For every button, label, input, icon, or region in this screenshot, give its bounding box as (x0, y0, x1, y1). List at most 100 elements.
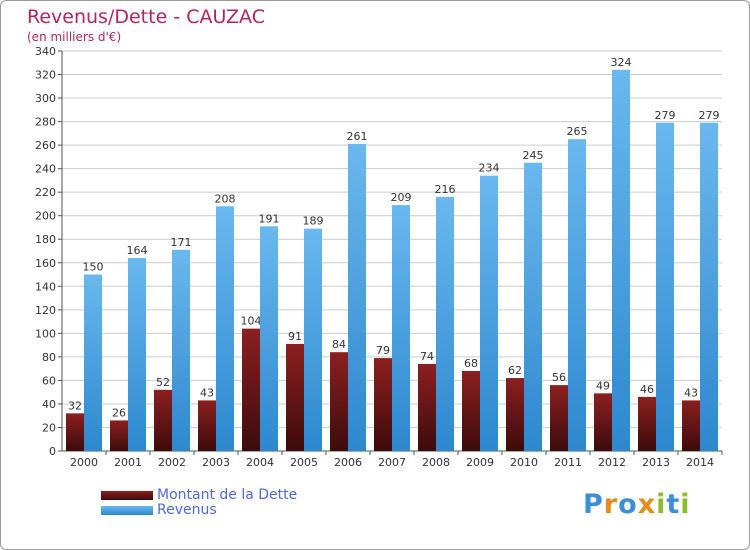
bar-debt (154, 389, 172, 451)
x-tick-label: 2014 (686, 456, 714, 469)
y-tick-label: 320 (35, 69, 56, 82)
y-tick-label: 100 (35, 327, 56, 340)
bar-debt (242, 328, 260, 451)
bar-revenue (436, 196, 454, 451)
y-tick-label: 240 (35, 163, 56, 176)
data-label-debt: 52 (156, 376, 170, 389)
bar-revenue (304, 228, 322, 451)
bar-revenue (128, 258, 146, 451)
data-label-debt: 62 (508, 364, 522, 377)
legend-label-debt: Montant de la Dette (157, 487, 298, 503)
y-tick-label: 80 (42, 351, 56, 364)
data-label-debt: 84 (332, 338, 346, 351)
legend-label-revenue: Revenus (157, 502, 217, 518)
y-tick-label: 20 (42, 421, 56, 434)
logo-letter: P (583, 489, 604, 520)
bar-revenue (568, 139, 586, 451)
logo-letter: o (618, 489, 638, 520)
x-tick-label: 2013 (642, 456, 670, 469)
y-tick-label: 300 (35, 92, 56, 105)
data-label-debt: 26 (112, 406, 126, 419)
proxiti-logo: Proxiti (583, 489, 691, 520)
chart-title: Revenus/Dette - CAUZAC (27, 6, 265, 28)
data-label-revenue: 265 (567, 125, 588, 138)
data-label-revenue: 191 (259, 212, 280, 225)
y-tick-label: 260 (35, 139, 56, 152)
data-label-debt: 79 (376, 344, 390, 357)
data-label-debt: 43 (684, 386, 698, 399)
data-label-revenue: 279 (699, 109, 720, 122)
bar-revenue (524, 162, 542, 451)
bar-debt (374, 358, 392, 451)
x-tick-label: 2008 (422, 456, 450, 469)
y-tick-label: 180 (35, 233, 56, 246)
legend-item-revenue: Revenus (101, 502, 217, 518)
data-label-debt: 49 (596, 379, 610, 392)
data-label-debt: 32 (68, 399, 82, 412)
logo-letter: i (656, 489, 667, 520)
x-tick-label: 2001 (114, 456, 142, 469)
data-label-revenue: 189 (303, 215, 324, 228)
bar-debt (594, 393, 612, 451)
x-tick-label: 2006 (334, 456, 362, 469)
data-label-debt: 56 (552, 371, 566, 384)
bar-revenue (84, 274, 102, 451)
x-tick-label: 2009 (466, 456, 494, 469)
x-tick-label: 2004 (246, 456, 274, 469)
data-label-revenue: 234 (479, 162, 500, 175)
bar-debt (286, 343, 304, 451)
bar-revenue (392, 205, 410, 451)
bar-revenue (612, 69, 630, 451)
bar-revenue (700, 122, 718, 451)
logo-letter: i (680, 489, 691, 520)
y-tick-label: 140 (35, 280, 56, 293)
legend-swatch-revenue (101, 505, 153, 515)
bar-debt (638, 396, 656, 451)
logo-letter: r (603, 489, 619, 520)
bar-debt (462, 371, 480, 451)
bar-debt (418, 363, 436, 451)
x-tick-label: 2012 (598, 456, 626, 469)
bar-revenue (656, 122, 674, 451)
y-tick-label: 120 (35, 304, 56, 317)
data-label-revenue: 324 (611, 56, 632, 69)
data-label-revenue: 245 (523, 149, 544, 162)
data-label-debt: 74 (420, 350, 434, 363)
data-label-revenue: 208 (215, 192, 236, 205)
y-tick-label: 200 (35, 210, 56, 223)
y-tick-label: 160 (35, 257, 56, 270)
data-label-revenue: 171 (171, 236, 192, 249)
bar-revenue (172, 249, 190, 451)
bar-debt (110, 420, 128, 451)
data-label-debt: 43 (200, 386, 214, 399)
bar-debt (198, 400, 216, 451)
data-label-debt: 68 (464, 357, 478, 370)
bar-debt (682, 400, 700, 451)
x-tick-label: 2007 (378, 456, 406, 469)
data-label-revenue: 261 (347, 130, 368, 143)
bar-revenue (348, 143, 366, 452)
y-tick-label: 60 (42, 374, 56, 387)
bar-revenue (260, 226, 278, 451)
x-tick-label: 2005 (290, 456, 318, 469)
data-label-revenue: 150 (83, 261, 104, 274)
legend-swatch-debt (101, 490, 153, 500)
x-tick-label: 2011 (554, 456, 582, 469)
data-label-revenue: 209 (391, 191, 412, 204)
x-tick-label: 2002 (158, 456, 186, 469)
bar-debt (506, 378, 524, 451)
chart-subtitle: (en milliers d'€) (27, 30, 122, 44)
legend-item-debt: Montant de la Dette (101, 487, 297, 503)
y-tick-label: 0 (49, 445, 56, 458)
logo-letter: x (637, 489, 657, 520)
y-tick-label: 220 (35, 186, 56, 199)
x-tick-label: 2003 (202, 456, 230, 469)
data-label-revenue: 216 (435, 183, 456, 196)
x-tick-label: 2010 (510, 456, 538, 469)
logo-letter: t (666, 489, 681, 520)
y-tick-label: 340 (35, 45, 56, 58)
bar-debt (330, 352, 348, 451)
bar-debt (66, 413, 84, 451)
data-label-revenue: 164 (127, 244, 148, 257)
